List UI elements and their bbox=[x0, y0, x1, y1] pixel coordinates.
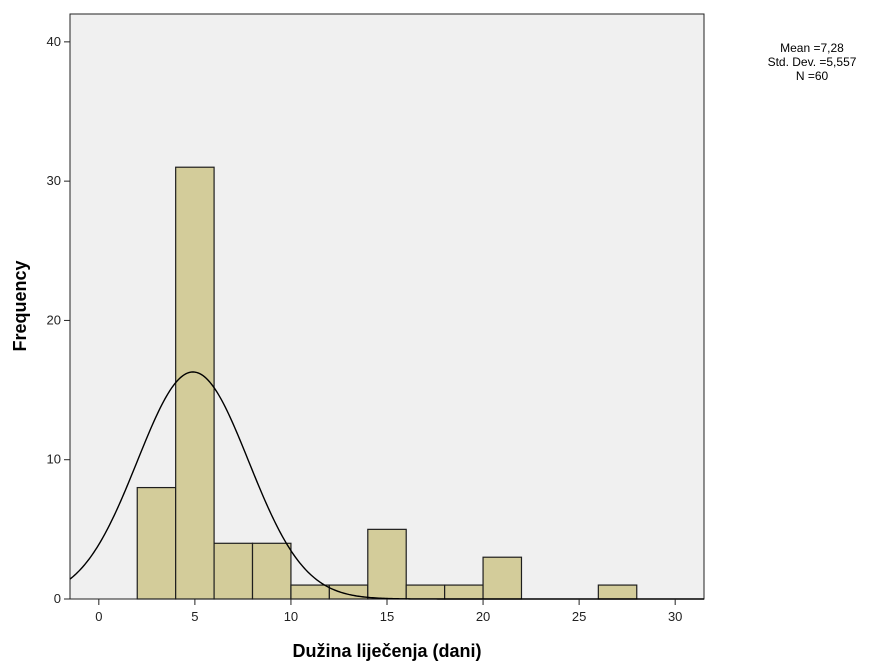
x-tick-label: 5 bbox=[191, 609, 198, 624]
histogram-bar bbox=[405, 584, 446, 600]
x-tick-label: 20 bbox=[476, 609, 490, 624]
y-tick-label: 20 bbox=[47, 312, 61, 327]
x-tick-label: 15 bbox=[380, 609, 394, 624]
histogram-bar bbox=[251, 542, 292, 600]
x-tick-label: 25 bbox=[572, 609, 586, 624]
statistics-legend: Mean =7,28 Std. Dev. =5,557 N =60 bbox=[742, 41, 878, 83]
stat-mean: Mean =7,28 bbox=[780, 41, 844, 55]
y-tick-label: 40 bbox=[47, 34, 61, 49]
x-tick-label: 10 bbox=[284, 609, 298, 624]
y-tick-label: 0 bbox=[54, 591, 61, 606]
histogram-bar bbox=[136, 486, 177, 600]
stat-n: N =60 bbox=[795, 69, 829, 83]
normal-curve bbox=[69, 371, 704, 600]
histogram-bar bbox=[444, 584, 484, 600]
bars bbox=[136, 166, 638, 600]
y-tick-label: 30 bbox=[47, 173, 61, 188]
x-tick-label: 30 bbox=[668, 609, 682, 624]
y-axis-title: Frequency bbox=[10, 260, 30, 351]
histogram-bar bbox=[213, 542, 254, 600]
stat-std-dev: Std. Dev. =5,557 bbox=[767, 55, 857, 69]
histogram-bar bbox=[597, 584, 638, 600]
x-axis-title: Dužina liječenja (dani) bbox=[292, 641, 481, 661]
histogram-bar bbox=[175, 166, 215, 600]
y-tick-label: 10 bbox=[47, 452, 61, 467]
x-tick-label: 0 bbox=[95, 609, 102, 624]
histogram-bar bbox=[367, 528, 407, 600]
histogram-bar bbox=[482, 556, 523, 600]
axes: 0 10 20 30 40 0 5 10 15 20 25 30 bbox=[47, 34, 683, 624]
histogram-bar bbox=[290, 584, 330, 600]
